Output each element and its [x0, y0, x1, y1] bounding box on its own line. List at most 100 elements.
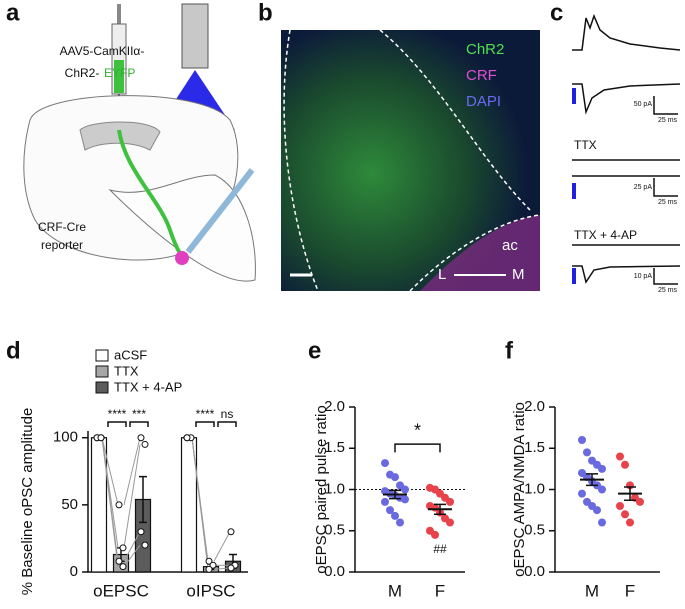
axis-label: M	[512, 266, 525, 283]
x-tick-label: M	[585, 581, 599, 600]
data-point	[381, 459, 389, 468]
ac-region	[420, 215, 540, 291]
syringe-plunger	[117, 4, 121, 24]
significance-label: ##	[433, 542, 447, 556]
y-tick-label: 1.5	[524, 439, 545, 456]
legend-swatch	[95, 381, 109, 394]
data-point	[626, 518, 634, 527]
target-cells	[175, 251, 189, 265]
vector-label: AAV5-CamKIIα-	[60, 44, 145, 58]
data-point	[636, 497, 644, 506]
panel-letter: f	[505, 337, 514, 364]
y-tick-label: 2.0	[324, 398, 345, 415]
y-tick-label: 100	[53, 429, 78, 446]
data-point	[616, 452, 624, 461]
significance-label: *	[414, 421, 421, 441]
data-point	[137, 528, 145, 536]
data-point	[446, 497, 454, 506]
axis	[554, 407, 660, 573]
significance-label: ***	[132, 407, 146, 421]
axis	[87, 431, 248, 573]
data-point	[598, 464, 606, 473]
error-bar	[139, 475, 147, 524]
significance-bracket	[217, 421, 237, 427]
condition-label: TTX + 4-AP	[574, 228, 637, 242]
boundary	[379, 29, 531, 211]
light-source	[181, 3, 209, 69]
panel-letter: c	[550, 0, 563, 26]
scale-label: 25 ms	[658, 117, 678, 124]
y-tick-label: 0	[70, 563, 78, 580]
data-point	[616, 502, 624, 510]
channel-label: CRF	[466, 67, 497, 84]
connector	[123, 444, 141, 548]
data-point	[401, 495, 409, 504]
significance-bracket	[394, 443, 441, 453]
data-point	[391, 473, 399, 482]
scale-label: 50 pA	[634, 101, 653, 108]
sem-bar	[389, 489, 401, 500]
vector-label: EYFP	[104, 66, 135, 80]
data-point	[137, 434, 145, 442]
y-tick-label: 0.5	[524, 522, 545, 539]
trace	[572, 13, 681, 51]
data-point	[386, 506, 394, 515]
data-point	[396, 518, 404, 527]
channel-label: ChR2	[466, 41, 504, 58]
data-point	[621, 510, 629, 519]
connector	[213, 531, 231, 562]
significance-bracket	[129, 421, 149, 427]
light-pulse	[572, 183, 576, 199]
data-point	[227, 528, 235, 536]
data-point	[183, 434, 191, 442]
recording-pipette	[185, 168, 255, 254]
data-point	[141, 440, 149, 448]
legend-label: TTX + 4-AP	[114, 379, 182, 394]
significance-label: ns	[221, 407, 234, 421]
connector	[123, 544, 141, 567]
connector	[101, 437, 119, 567]
y-tick-label: 1.0	[324, 480, 345, 497]
syringe-virus	[114, 60, 124, 93]
data-point	[598, 518, 606, 527]
mouse-label: reporter	[41, 238, 83, 252]
data-point	[97, 434, 105, 442]
boundary	[283, 29, 319, 292]
data-point	[391, 511, 399, 520]
connector	[101, 437, 119, 505]
sem-bar	[434, 503, 446, 515]
mouse-label: CRF-Cre	[38, 220, 86, 234]
channel-label: DAPI	[466, 93, 501, 110]
y-axis-label: oEPSC paired pulse ratio	[313, 405, 330, 573]
light-pulse	[572, 268, 576, 284]
panel-letter: e	[308, 337, 321, 364]
panel-letter: b	[258, 0, 273, 26]
data-point	[381, 497, 389, 506]
legend-swatch	[95, 365, 109, 378]
y-tick-label: 1.5	[324, 439, 345, 456]
data-point	[115, 557, 123, 565]
connector	[123, 531, 141, 562]
legend-label: TTX	[114, 363, 139, 378]
data-point	[401, 485, 409, 494]
scale-label: 25 ms	[658, 287, 678, 294]
panel-letter: d	[6, 337, 21, 364]
y-tick-label: 0.0	[324, 563, 345, 580]
data-point	[621, 460, 629, 469]
y-axis-label: % Baseline oPSC amplitude	[19, 408, 36, 596]
sem-bar	[586, 473, 598, 487]
data-point	[205, 565, 213, 573]
scale-bar	[653, 268, 678, 285]
x-tick-label: F	[435, 581, 445, 600]
x-tick-label: F	[625, 581, 635, 600]
legend-label: aCSF	[114, 347, 147, 362]
sem-bar	[624, 486, 636, 501]
data-point	[115, 501, 123, 509]
significance-label: ****	[108, 407, 127, 421]
significance-label: ****	[196, 407, 215, 421]
data-point	[119, 544, 127, 552]
connector	[123, 437, 141, 505]
x-tick-label: M	[388, 581, 402, 600]
data-point	[205, 557, 213, 565]
